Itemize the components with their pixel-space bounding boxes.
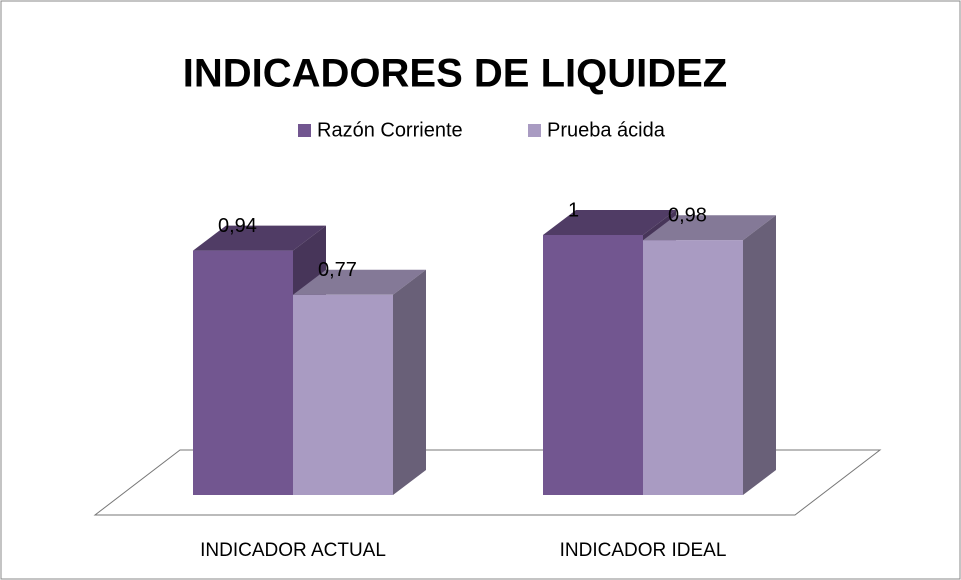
x-tick-label: INDICADOR IDEAL [560,540,727,561]
bar-side [743,215,776,495]
bar [643,240,743,495]
bar [543,235,643,495]
bar-side [393,269,426,495]
chart-title: INDICADORES DE LIQUIDEZ [183,52,727,96]
bar-top [543,210,676,235]
bar [193,250,293,495]
bar-top [193,225,326,251]
data-label: 0,94 [218,215,257,237]
data-label: 0,98 [668,204,707,226]
bar [293,294,393,495]
data-label: 1 [568,199,579,221]
legend: Razón Corriente Prueba ácida [298,119,666,141]
legend-label: Razón Corriente [317,119,463,141]
bar-top [643,215,776,241]
bar-top [293,269,426,295]
legend-label: Prueba ácida [547,119,666,141]
x-tick-label: INDICADOR ACTUAL [200,540,386,561]
legend-swatch [528,124,541,137]
legend-swatch [298,124,311,137]
data-label: 0,77 [318,259,357,281]
